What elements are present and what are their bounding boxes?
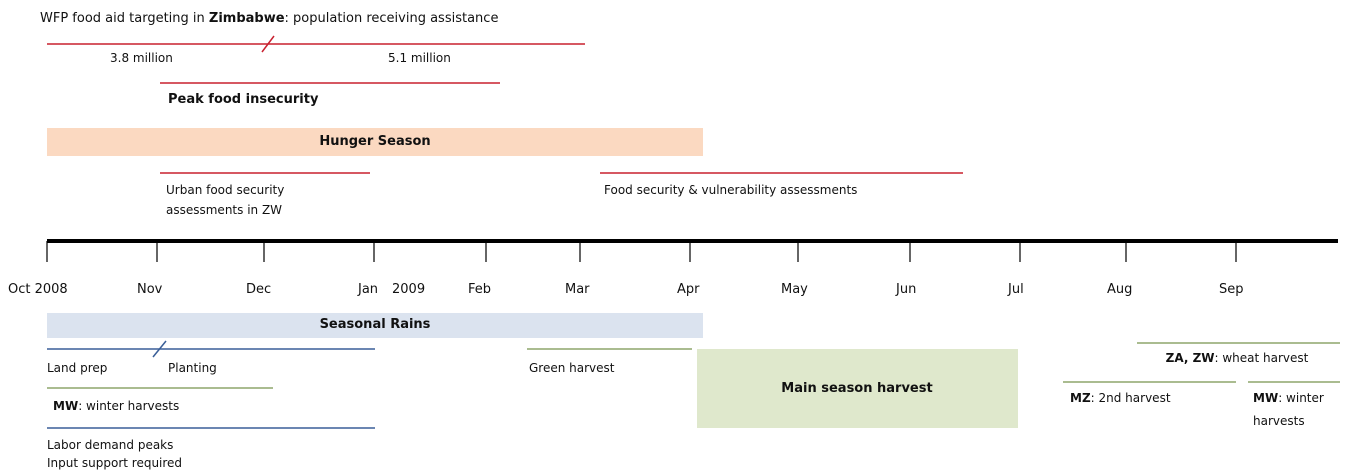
mz-label: MZ: 2nd harvest [1070, 390, 1171, 406]
mw-label: MW: winter harvests [53, 398, 179, 414]
title: WFP food aid targeting in Zimbabwe: popu… [40, 11, 498, 27]
main-harvest-box [697, 349, 1018, 428]
aid-label: 5.1 million [388, 51, 451, 65]
peak-label: Peak food insecurity [168, 92, 319, 107]
axis-label: Mar [565, 282, 590, 297]
wheat-text: : wheat harvest [1214, 351, 1309, 365]
mw-text: : winter harvests [78, 399, 180, 413]
axis-label: Oct 2008 [8, 282, 68, 297]
mw2-bold: MW [1253, 391, 1279, 405]
aid-label: 3.8 million [110, 51, 173, 65]
rains-label: Seasonal Rains [319, 317, 431, 332]
urban-label: assessments in ZW [166, 203, 283, 217]
axis-label: Apr [677, 282, 700, 297]
wheat-label: ZA, ZW: wheat harvest [1166, 350, 1309, 366]
planting-label: Planting [168, 361, 217, 375]
mw2-label: harvests [1253, 414, 1305, 428]
axis-label: Sep [1219, 282, 1244, 297]
axis-label: Feb [468, 282, 492, 297]
vulnerability-label: Food security & vulnerability assessment… [604, 183, 858, 197]
urban-label: Urban food security [166, 183, 285, 197]
hunger-season-label: Hunger Season [319, 134, 431, 149]
mw-bold: MW [53, 399, 79, 413]
title-bold: Zimbabwe [208, 11, 285, 26]
axis-label: Dec [246, 282, 272, 297]
planting-break [152, 340, 167, 358]
mw2-label: MW: winter [1253, 390, 1324, 406]
main-harvest-label: Main season harvest [781, 381, 933, 396]
land-prep-label: Land prep [47, 361, 108, 375]
title-text: WFP food aid targeting in [40, 11, 209, 26]
mz-text: : 2nd harvest [1090, 391, 1171, 405]
mw2-text: : winter [1278, 391, 1324, 405]
axis-label: Nov [137, 282, 163, 297]
axis-label: May [781, 282, 808, 297]
axis-label: 2009 [392, 282, 426, 297]
axis-label: Jun [896, 282, 917, 297]
mz-bold: MZ [1070, 391, 1091, 405]
axis-label: Jan [358, 282, 379, 297]
labor-label: Input support required [47, 456, 183, 470]
green-harvest-label: Green harvest [529, 361, 615, 375]
title-text: : population receiving assistance [284, 11, 499, 26]
rains-bar [47, 313, 703, 338]
wheat-bold: ZA, ZW [1165, 351, 1215, 365]
labor-label: Labor demand peaks [47, 438, 174, 452]
axis-ticks [46, 241, 1237, 262]
axis-label: Jul [1008, 282, 1024, 297]
aid-break [261, 35, 275, 53]
hunger-season-bar [47, 128, 703, 156]
axis-label: Aug [1107, 282, 1133, 297]
